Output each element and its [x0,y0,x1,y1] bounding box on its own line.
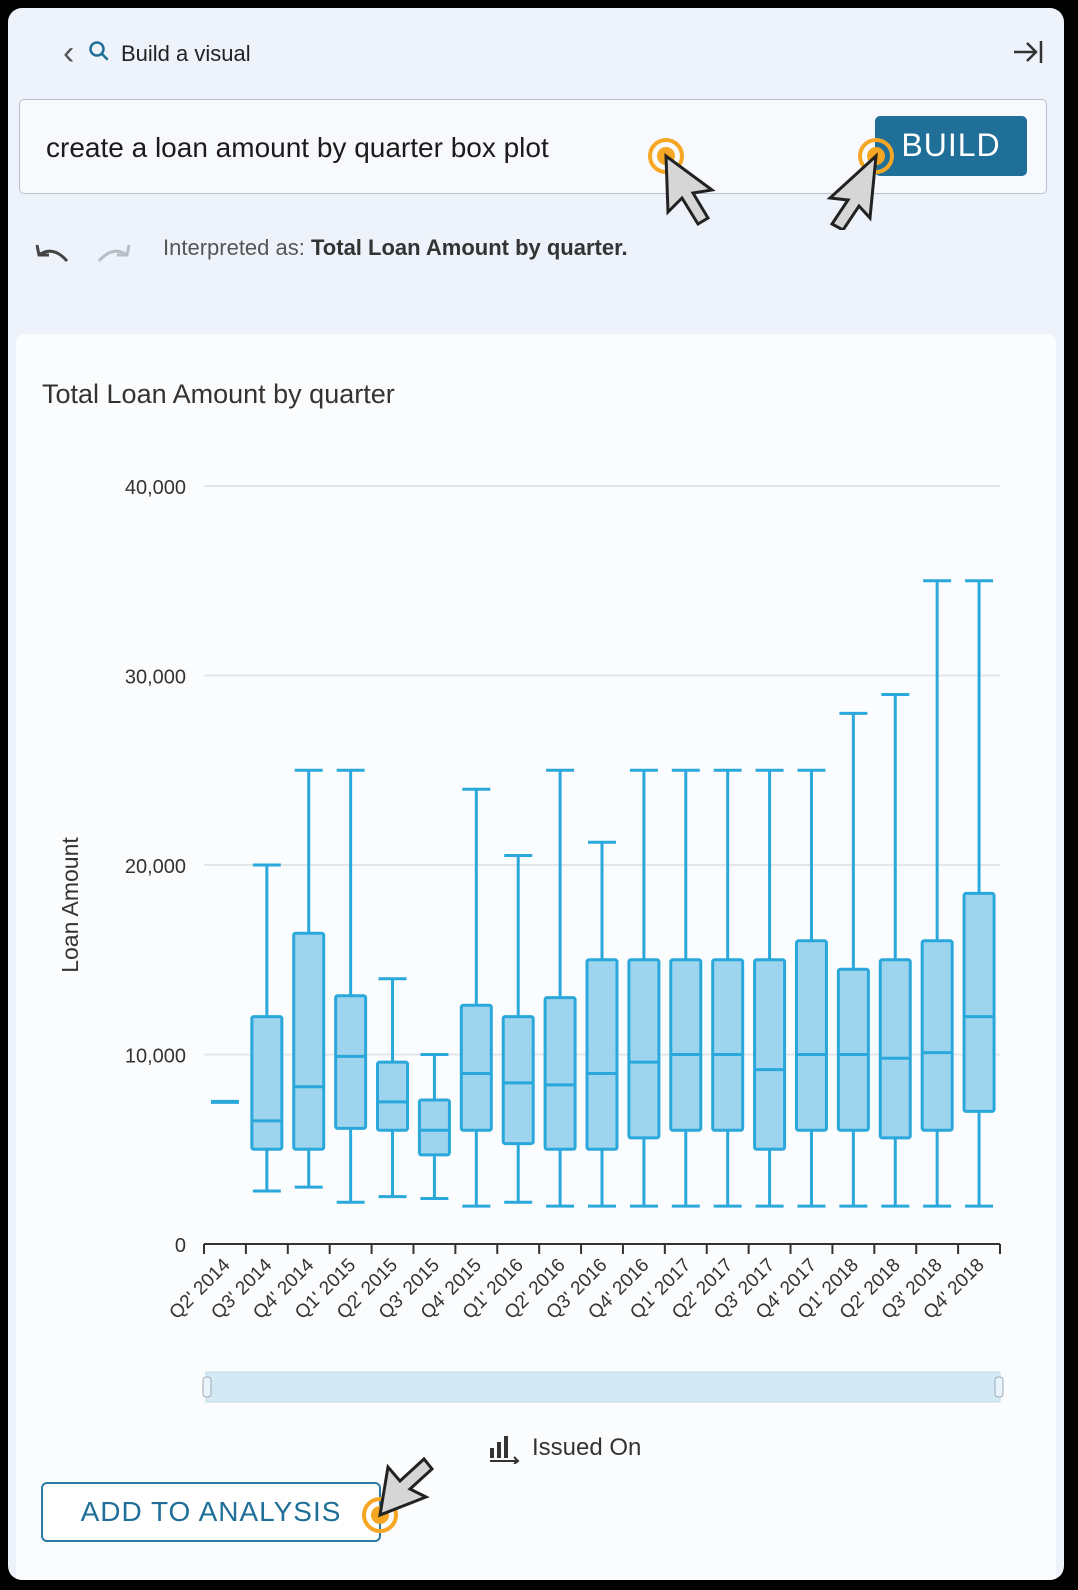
chart-scrollbar [205,1371,1001,1403]
box-iqr [753,958,787,1151]
box-iqr [334,994,368,1130]
box-iqr [376,1060,410,1132]
undo-icon[interactable] [33,243,73,269]
x-field-label[interactable]: Issued On [532,1434,642,1461]
panel-title: Build a visual [121,41,251,66]
y-tick-label: 40,000 [125,477,186,499]
box-iqr [417,1098,451,1157]
build-button[interactable]: BUILD [875,116,1027,176]
interpretation-prefix: Interpreted as: [163,235,305,260]
query-box[interactable]: create a loan amount by quarter box plot… [19,99,1047,194]
scrollbar-handle-left [202,1376,212,1398]
cursor-pointer-icon [362,1456,435,1533]
box-iqr [627,958,661,1140]
interpretation-text: Interpreted as: Total Loan Amount by qua… [163,235,628,261]
cursor-pointer-icon [648,138,716,227]
box-iqr [711,958,745,1132]
box-iqr [459,1003,493,1132]
header-bar: ‹ Build a visual [8,8,1064,88]
interpretation-value: Total Loan Amount by quarter. [311,235,628,260]
search-icon [89,41,109,61]
field-axis-icon [490,1436,520,1464]
y-axis-title: Loan Amount [57,837,83,973]
box-iqr [878,958,912,1140]
build-visual-panel: ‹ Build a visual create a loan amount by… [8,8,1064,1580]
box-iqr [920,939,954,1132]
box-iqr [585,958,619,1151]
box-iqr [794,939,828,1132]
y-tick-label: 20,000 [125,856,186,878]
scrollbar-handle-right [994,1376,1004,1398]
box-iqr [836,967,870,1132]
box-iqr [962,891,996,1113]
box-iqr [543,996,577,1151]
box-iqr [292,931,326,1151]
visual-card: Total Loan Amount by quarter 40,000 30,00… [16,334,1056,1580]
box-iqr [501,1015,535,1146]
redo-icon[interactable] [93,243,133,269]
chart-title: Total Loan Amount by quarter [42,379,395,409]
query-input[interactable]: create a loan amount by quarter box plot [46,132,549,163]
back-chevron-icon[interactable]: ‹ [63,34,75,72]
y-tick-label: 30,000 [125,667,186,689]
add-to-analysis-button[interactable]: ADD TO ANALYSIS [41,1482,381,1542]
box-iqr [250,1015,284,1151]
box-iqr [669,958,703,1132]
y-tick-label: 0 [175,1235,186,1257]
y-tick-label: 10,000 [125,1046,186,1068]
collapse-panel-icon[interactable] [1012,38,1044,66]
cursor-pointer-icon [826,138,894,230]
